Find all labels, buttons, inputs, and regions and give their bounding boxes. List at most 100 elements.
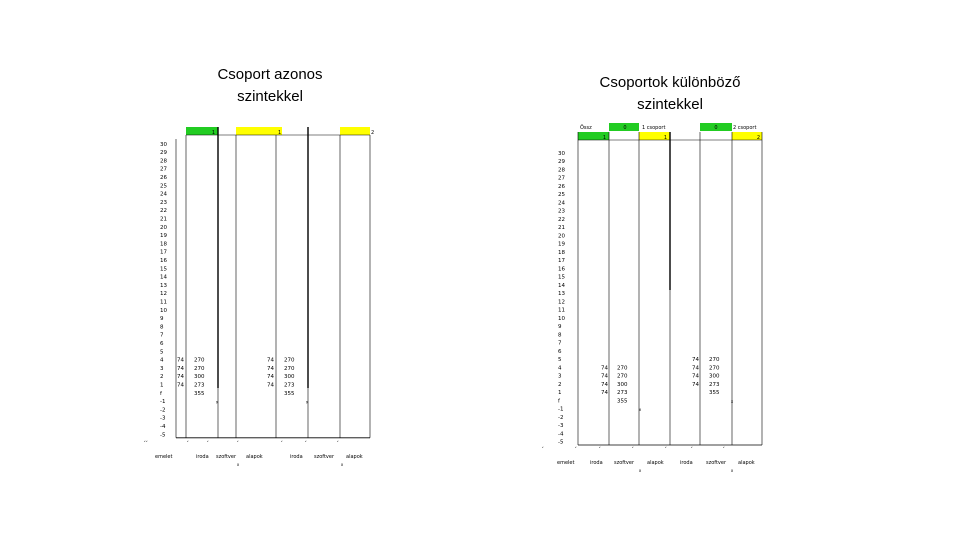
left-header-green-cell xyxy=(186,127,218,135)
right-level-label: 30 xyxy=(558,151,565,157)
left-level-label: 25 xyxy=(160,183,167,189)
left-level-label: -3 xyxy=(160,416,166,422)
right-level-label: -5 xyxy=(558,440,564,446)
right-level-label: 27 xyxy=(558,176,565,182)
right-header-yellow-cell-2 xyxy=(732,132,762,140)
right-footer-tick: ˊ xyxy=(664,447,667,454)
right-level-label: 5 xyxy=(558,357,562,363)
right-group2-left-value: 74 xyxy=(692,374,699,380)
left-footer-label: iroda xyxy=(196,454,209,460)
right-level-label: 29 xyxy=(558,159,565,165)
left-group2-right-value: 270 xyxy=(284,366,295,372)
right-header-g1-name: 1 csoport xyxy=(642,125,665,131)
left-level-label: 12 xyxy=(160,291,167,297)
right-level-label: -3 xyxy=(558,423,564,429)
left-level-label: 15 xyxy=(160,266,167,272)
left-level-label: 24 xyxy=(160,192,167,198)
left-group1-right-value: 300 xyxy=(194,374,205,380)
right-level-label: 8 xyxy=(558,332,562,338)
left-footer-tick: ˊ xyxy=(186,441,189,448)
left-footer-tick: ˊ xyxy=(236,441,239,448)
right-group2-left-value: 74 xyxy=(692,382,699,388)
left-level-label: 1 xyxy=(160,383,164,389)
left-header-c: 2 xyxy=(371,130,374,136)
left-title-line1: Csoport azonos xyxy=(217,66,323,83)
left-group2-left-value: 74 xyxy=(267,374,274,380)
right-level-label: 16 xyxy=(558,266,565,272)
left-header-yellow-cell-2 xyxy=(340,127,370,135)
left-level-label: 7 xyxy=(160,333,164,339)
right-header-yellow-cell-1 xyxy=(639,132,670,140)
right-group2-left-value: 74 xyxy=(692,365,699,371)
left-level-label: 8 xyxy=(160,324,164,330)
left-level-label: f xyxy=(160,391,163,397)
left-level-label: -4 xyxy=(160,424,166,430)
right-footer-label: szoftver xyxy=(706,460,727,466)
right-level-label: 19 xyxy=(558,242,565,248)
left-group1-right-value: 270 xyxy=(194,358,205,364)
left-level-label: 20 xyxy=(160,225,167,231)
right-level-label: -1 xyxy=(558,407,563,413)
left-level-label: -1 xyxy=(160,399,165,405)
left-title: Csoport azonos szintekkel xyxy=(170,64,370,108)
right-level-label: 22 xyxy=(558,217,565,223)
left-level-label: 5 xyxy=(160,349,164,355)
left-level-label: 2 xyxy=(160,374,164,380)
right-level-label: 21 xyxy=(558,225,565,231)
right-group1-right-value: 270 xyxy=(617,365,628,371)
right-footer-marker: x xyxy=(731,468,734,473)
right-footer-label: emelet xyxy=(557,460,574,466)
left-footer-label: alapok xyxy=(246,454,263,460)
right-footer-label: iroda xyxy=(680,460,693,466)
left-level-label: -2 xyxy=(160,407,165,413)
left-footer-tick: ˊ xyxy=(336,441,339,448)
left-footer-tick: ˊ xyxy=(145,441,148,448)
left-title-line2: szintekkel xyxy=(237,88,303,105)
right-header-total-label: Össz xyxy=(580,124,592,131)
left-footer-marker: x xyxy=(237,462,240,467)
right-level-label: 25 xyxy=(558,192,565,198)
left-group2-left-value: 74 xyxy=(267,358,274,364)
left-group2-left-value: 74 xyxy=(267,366,274,372)
left-group2-right-value: 355 xyxy=(284,391,295,397)
left-footer-tick: ˊ xyxy=(304,441,307,448)
right-group2-right-value: 273 xyxy=(709,382,720,388)
left-header-b: 1 xyxy=(278,130,281,136)
right-footer-tick: ˊ xyxy=(598,447,601,454)
left-level-label: 29 xyxy=(160,150,167,156)
left-level-label: 4 xyxy=(160,358,164,364)
left-group2-left-value: 74 xyxy=(267,383,274,389)
right-title-line2: szintekkel xyxy=(637,96,703,113)
right-group1-right-value: 355 xyxy=(617,398,628,404)
right-footer-tick: ˊ xyxy=(690,447,693,454)
left-group2-marker: x xyxy=(306,400,309,405)
left-group2-right-value: 300 xyxy=(284,374,295,380)
right-level-label: 20 xyxy=(558,233,565,239)
right-level-label: 17 xyxy=(558,258,565,264)
left-group1-left-value: 74 xyxy=(177,374,184,380)
right-footer-tick: ˊ xyxy=(574,447,577,454)
left-level-label: 11 xyxy=(160,300,167,306)
right-group2-right-value: 300 xyxy=(709,374,720,380)
left-group1-left-value: 74 xyxy=(177,358,184,364)
right-group1-right-value: 273 xyxy=(617,390,628,396)
right-header-green-cell xyxy=(578,132,609,140)
right-title: Csoportok különböző szintekkel xyxy=(560,72,780,116)
right-level-label: 1 xyxy=(558,390,562,396)
right-header-a: 1 xyxy=(603,135,606,141)
left-level-label: 30 xyxy=(160,142,167,148)
right-footer-label: szoftver xyxy=(614,460,635,466)
right-header-g2-name: 2 csoport xyxy=(733,125,756,131)
right-group1-left-value: 74 xyxy=(601,365,608,371)
left-footer-label: alapok xyxy=(346,454,363,460)
left-footer-label: szoftver xyxy=(216,454,237,460)
right-header-g2-cell xyxy=(700,123,732,131)
right-header-b: 1 xyxy=(664,135,667,141)
left-header-a: 1 xyxy=(212,130,215,136)
right-header-g1-num: 0 xyxy=(623,125,626,131)
left-footer-tick: ˊ xyxy=(143,441,146,448)
left-level-label: 16 xyxy=(160,258,167,264)
left-footer-tick: ˊ xyxy=(280,441,283,448)
right-level-label: 10 xyxy=(558,316,565,322)
